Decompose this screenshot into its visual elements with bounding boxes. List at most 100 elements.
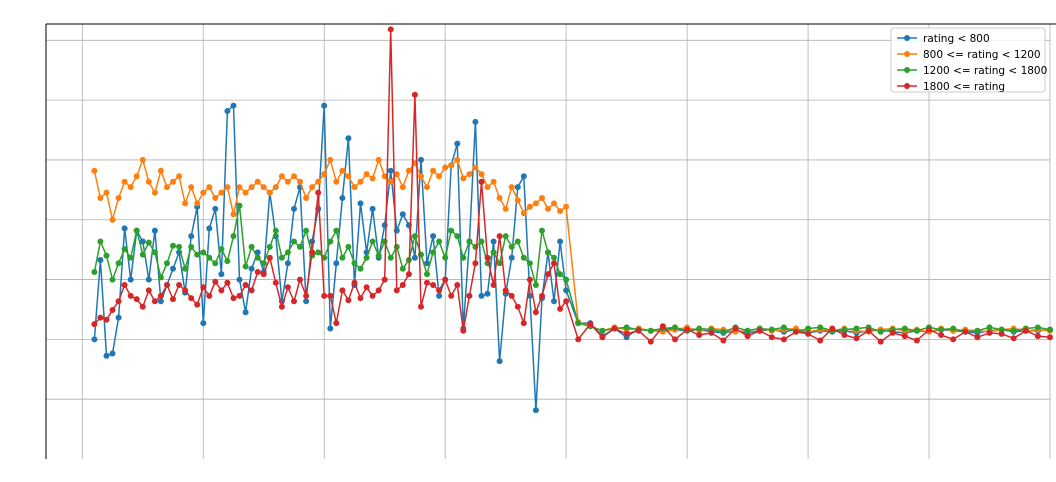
data-point [877, 338, 884, 345]
data-point [200, 249, 207, 256]
data-point [430, 233, 437, 240]
data-point [478, 178, 485, 185]
data-point [115, 260, 122, 267]
data-point [170, 242, 176, 249]
data-point [194, 200, 201, 207]
data-point [381, 276, 388, 283]
data-point [115, 314, 122, 321]
data-point [436, 287, 443, 294]
data-point [224, 279, 231, 286]
data-point [768, 334, 775, 341]
data-point [853, 335, 860, 342]
data-point [157, 298, 164, 305]
data-point [345, 243, 352, 250]
data-point [345, 173, 352, 180]
data-point [502, 287, 509, 294]
data-point [164, 184, 170, 191]
data-point [623, 330, 630, 337]
data-point [986, 329, 993, 336]
data-point [194, 251, 201, 258]
data-point [212, 260, 219, 267]
data-point [97, 238, 104, 245]
data-point [188, 295, 195, 302]
data-point [623, 324, 630, 331]
data-point [448, 292, 455, 299]
data-point [454, 233, 461, 240]
data-point [998, 330, 1005, 337]
data-point [393, 287, 400, 294]
data-point [321, 171, 328, 178]
data-point [466, 238, 473, 245]
data-point [551, 200, 557, 207]
data-point [272, 184, 279, 191]
data-point [539, 227, 545, 234]
data-point [1022, 327, 1029, 334]
data-point [647, 338, 654, 345]
data-point [508, 243, 515, 250]
data-point [526, 203, 533, 210]
data-point [218, 246, 225, 253]
data-point [1047, 334, 1053, 341]
data-point [278, 303, 285, 310]
data-point [97, 257, 104, 263]
data-point [357, 200, 364, 207]
data-point [284, 249, 291, 256]
data-point [218, 189, 225, 196]
data-point [248, 265, 255, 272]
data-point [242, 309, 249, 316]
data-point [369, 292, 376, 299]
data-point [508, 184, 515, 191]
data-point [103, 252, 110, 259]
data-point [303, 298, 310, 305]
data-point [369, 175, 376, 182]
data-point [502, 205, 509, 212]
data-point [424, 279, 430, 286]
data-point [230, 233, 237, 240]
data-point [460, 175, 467, 182]
data-point [484, 254, 491, 261]
data-point [127, 254, 134, 261]
legend-marker [904, 83, 910, 89]
data-point [176, 282, 183, 288]
data-point [109, 216, 116, 223]
data-point [974, 327, 981, 334]
data-point [127, 276, 134, 283]
data-point [260, 184, 267, 191]
data-point [206, 292, 213, 299]
legend-marker [904, 35, 910, 41]
data-point [218, 271, 225, 278]
data-point [109, 350, 116, 357]
data-point [436, 292, 443, 299]
data-point [950, 325, 957, 332]
series-group [91, 26, 1053, 414]
series-2 [91, 202, 1053, 335]
data-point [696, 325, 703, 332]
data-point [430, 249, 437, 256]
data-point [157, 292, 164, 299]
data-point [188, 243, 195, 250]
data-point [532, 200, 539, 207]
data-point [442, 164, 449, 171]
data-point [436, 238, 443, 245]
data-point [284, 284, 291, 291]
data-point [345, 135, 352, 142]
data-point [520, 173, 527, 180]
data-point [254, 269, 261, 275]
data-point [182, 287, 189, 294]
data-point [514, 197, 521, 204]
data-point [454, 156, 461, 163]
data-point [176, 243, 183, 250]
data-point [139, 303, 146, 310]
data-point [91, 167, 98, 174]
data-point [127, 184, 134, 191]
data-point [399, 211, 406, 218]
data-point [363, 254, 370, 261]
data-point [230, 102, 237, 109]
data-point [998, 326, 1005, 333]
data-point [333, 178, 340, 185]
data-point [496, 358, 503, 365]
data-point [254, 178, 261, 185]
data-point [121, 282, 128, 288]
legend-label: 800 <= rating < 1200 [923, 49, 1041, 61]
